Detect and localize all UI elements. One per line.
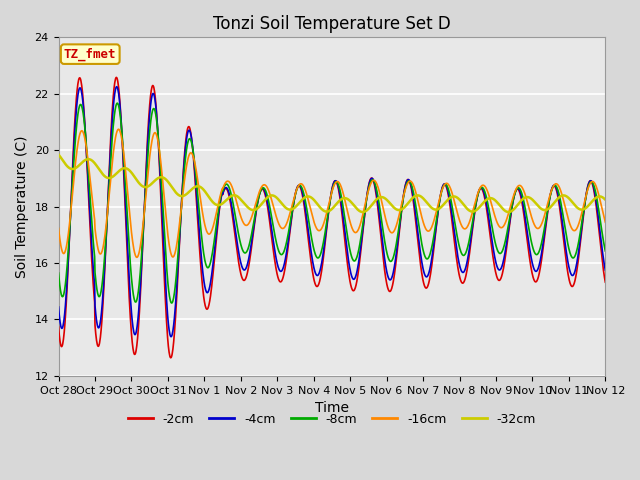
- X-axis label: Time: Time: [315, 401, 349, 415]
- Legend: -2cm, -4cm, -8cm, -16cm, -32cm: -2cm, -4cm, -8cm, -16cm, -32cm: [123, 408, 541, 431]
- Y-axis label: Soil Temperature (C): Soil Temperature (C): [15, 135, 29, 278]
- Title: Tonzi Soil Temperature Set D: Tonzi Soil Temperature Set D: [213, 15, 451, 33]
- Text: TZ_fmet: TZ_fmet: [64, 48, 116, 61]
